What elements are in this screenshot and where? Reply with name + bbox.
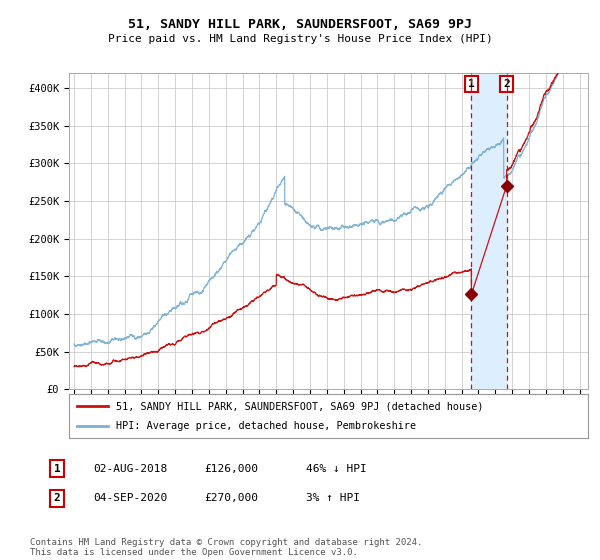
Text: 3% ↑ HPI: 3% ↑ HPI [306,493,360,503]
Text: HPI: Average price, detached house, Pembrokeshire: HPI: Average price, detached house, Pemb… [116,421,416,431]
Text: 51, SANDY HILL PARK, SAUNDERSFOOT, SA69 9PJ: 51, SANDY HILL PARK, SAUNDERSFOOT, SA69 … [128,18,472,31]
Text: 1: 1 [468,79,475,89]
Text: 2: 2 [503,79,510,89]
Bar [472,73,506,389]
Text: 46% ↓ HPI: 46% ↓ HPI [306,464,367,474]
Text: Price paid vs. HM Land Registry's House Price Index (HPI): Price paid vs. HM Land Registry's House … [107,34,493,44]
Text: 1: 1 [53,464,61,474]
Text: 51, SANDY HILL PARK, SAUNDERSFOOT, SA69 9PJ (detached house): 51, SANDY HILL PARK, SAUNDERSFOOT, SA69 … [116,401,483,411]
Text: 04-SEP-2020: 04-SEP-2020 [93,493,167,503]
Text: Contains HM Land Registry data © Crown copyright and database right 2024.
This d: Contains HM Land Registry data © Crown c… [30,538,422,557]
Text: 02-AUG-2018: 02-AUG-2018 [93,464,167,474]
Text: £126,000: £126,000 [204,464,258,474]
Text: 2: 2 [53,493,61,503]
Text: £270,000: £270,000 [204,493,258,503]
